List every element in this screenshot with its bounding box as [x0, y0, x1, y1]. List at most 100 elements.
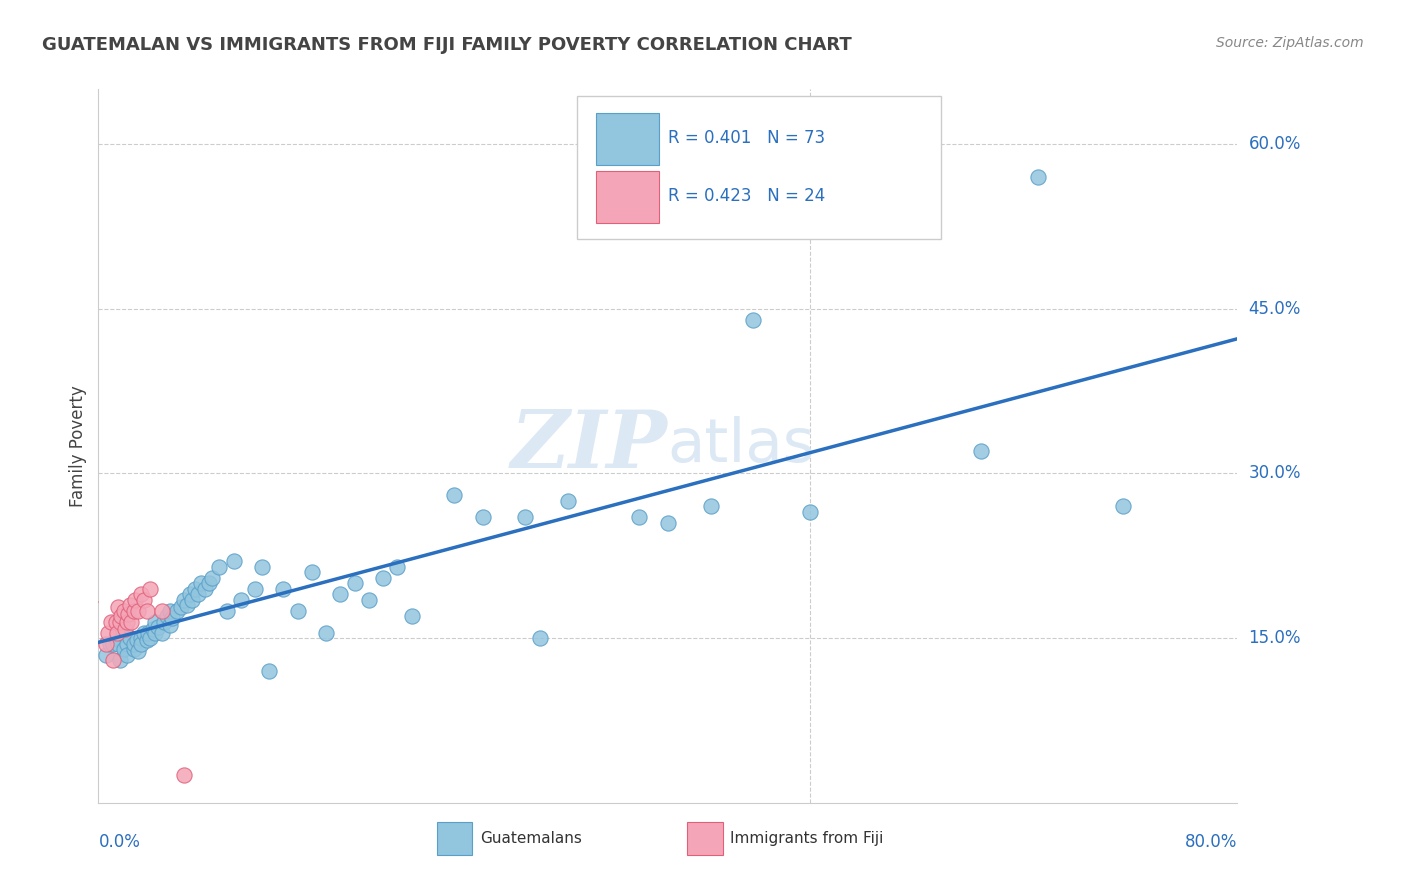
- Y-axis label: Family Poverty: Family Poverty: [69, 385, 87, 507]
- Point: [94, 648, 117, 662]
- Point: [273, 582, 295, 596]
- Point: [387, 559, 409, 574]
- Point: [125, 633, 148, 648]
- Point: [117, 607, 139, 621]
- Point: [129, 637, 152, 651]
- Point: [159, 618, 181, 632]
- Point: [115, 615, 138, 629]
- Text: 60.0%: 60.0%: [1249, 135, 1301, 153]
- Point: [136, 625, 159, 640]
- Point: [194, 582, 217, 596]
- Point: [127, 604, 149, 618]
- Point: [181, 592, 204, 607]
- Text: ZIP: ZIP: [510, 408, 668, 484]
- Point: [170, 600, 193, 615]
- Text: 45.0%: 45.0%: [1249, 300, 1301, 318]
- Point: [156, 609, 179, 624]
- Point: [628, 510, 651, 524]
- Point: [742, 312, 765, 326]
- Point: [107, 637, 129, 651]
- Point: [129, 587, 152, 601]
- Point: [145, 625, 167, 640]
- Point: [132, 625, 155, 640]
- Point: [1112, 500, 1135, 514]
- Point: [135, 633, 157, 648]
- Point: [135, 604, 157, 618]
- Point: [250, 559, 273, 574]
- Text: 30.0%: 30.0%: [1249, 465, 1301, 483]
- Point: [970, 444, 993, 458]
- FancyBboxPatch shape: [437, 822, 472, 855]
- Point: [190, 576, 212, 591]
- Point: [198, 576, 221, 591]
- Point: [114, 623, 136, 637]
- Point: [222, 554, 245, 568]
- Point: [112, 642, 135, 657]
- Point: [179, 587, 201, 601]
- Text: Source: ZipAtlas.com: Source: ZipAtlas.com: [1216, 36, 1364, 50]
- Point: [122, 637, 145, 651]
- Point: [287, 604, 309, 618]
- Text: Guatemalans: Guatemalans: [479, 831, 582, 846]
- Point: [105, 625, 128, 640]
- FancyBboxPatch shape: [596, 170, 659, 223]
- Point: [115, 637, 138, 651]
- Point: [215, 604, 238, 618]
- Point: [162, 611, 184, 625]
- Point: [120, 615, 142, 629]
- Point: [94, 637, 117, 651]
- Text: R = 0.401   N = 73: R = 0.401 N = 73: [668, 129, 825, 147]
- Point: [201, 571, 224, 585]
- Point: [115, 648, 138, 662]
- Point: [301, 566, 323, 580]
- Point: [515, 510, 537, 524]
- Point: [557, 494, 579, 508]
- Point: [141, 623, 163, 637]
- Point: [110, 609, 132, 624]
- Point: [184, 582, 207, 596]
- Point: [152, 625, 174, 640]
- Point: [145, 615, 167, 629]
- Point: [122, 642, 145, 657]
- Point: [243, 582, 266, 596]
- Point: [343, 576, 366, 591]
- Point: [138, 582, 160, 596]
- Point: [357, 592, 380, 607]
- Point: [127, 644, 149, 658]
- Point: [153, 615, 176, 629]
- Text: 15.0%: 15.0%: [1249, 629, 1301, 647]
- Point: [471, 510, 494, 524]
- Point: [104, 631, 127, 645]
- Point: [799, 505, 821, 519]
- Point: [373, 571, 395, 585]
- Point: [118, 631, 141, 645]
- Point: [229, 592, 252, 607]
- Point: [104, 615, 127, 629]
- Text: GUATEMALAN VS IMMIGRANTS FROM FIJI FAMILY POVERTY CORRELATION CHART: GUATEMALAN VS IMMIGRANTS FROM FIJI FAMIL…: [42, 36, 852, 54]
- Point: [108, 653, 131, 667]
- Point: [329, 587, 352, 601]
- Point: [187, 587, 209, 601]
- Point: [132, 592, 155, 607]
- Point: [173, 592, 195, 607]
- Point: [97, 625, 120, 640]
- Point: [100, 615, 122, 629]
- Point: [118, 598, 141, 612]
- Point: [108, 615, 131, 629]
- Point: [129, 631, 152, 645]
- Point: [176, 598, 198, 612]
- Point: [259, 664, 281, 678]
- Point: [166, 604, 188, 618]
- Point: [101, 637, 124, 651]
- Point: [699, 500, 721, 514]
- FancyBboxPatch shape: [576, 96, 941, 239]
- Point: [529, 631, 551, 645]
- Point: [148, 620, 170, 634]
- Point: [443, 488, 465, 502]
- FancyBboxPatch shape: [688, 822, 723, 855]
- Text: atlas: atlas: [668, 417, 815, 475]
- Point: [657, 516, 679, 530]
- Text: 0.0%: 0.0%: [98, 833, 141, 851]
- Text: Immigrants from Fiji: Immigrants from Fiji: [731, 831, 884, 846]
- Point: [1026, 169, 1049, 184]
